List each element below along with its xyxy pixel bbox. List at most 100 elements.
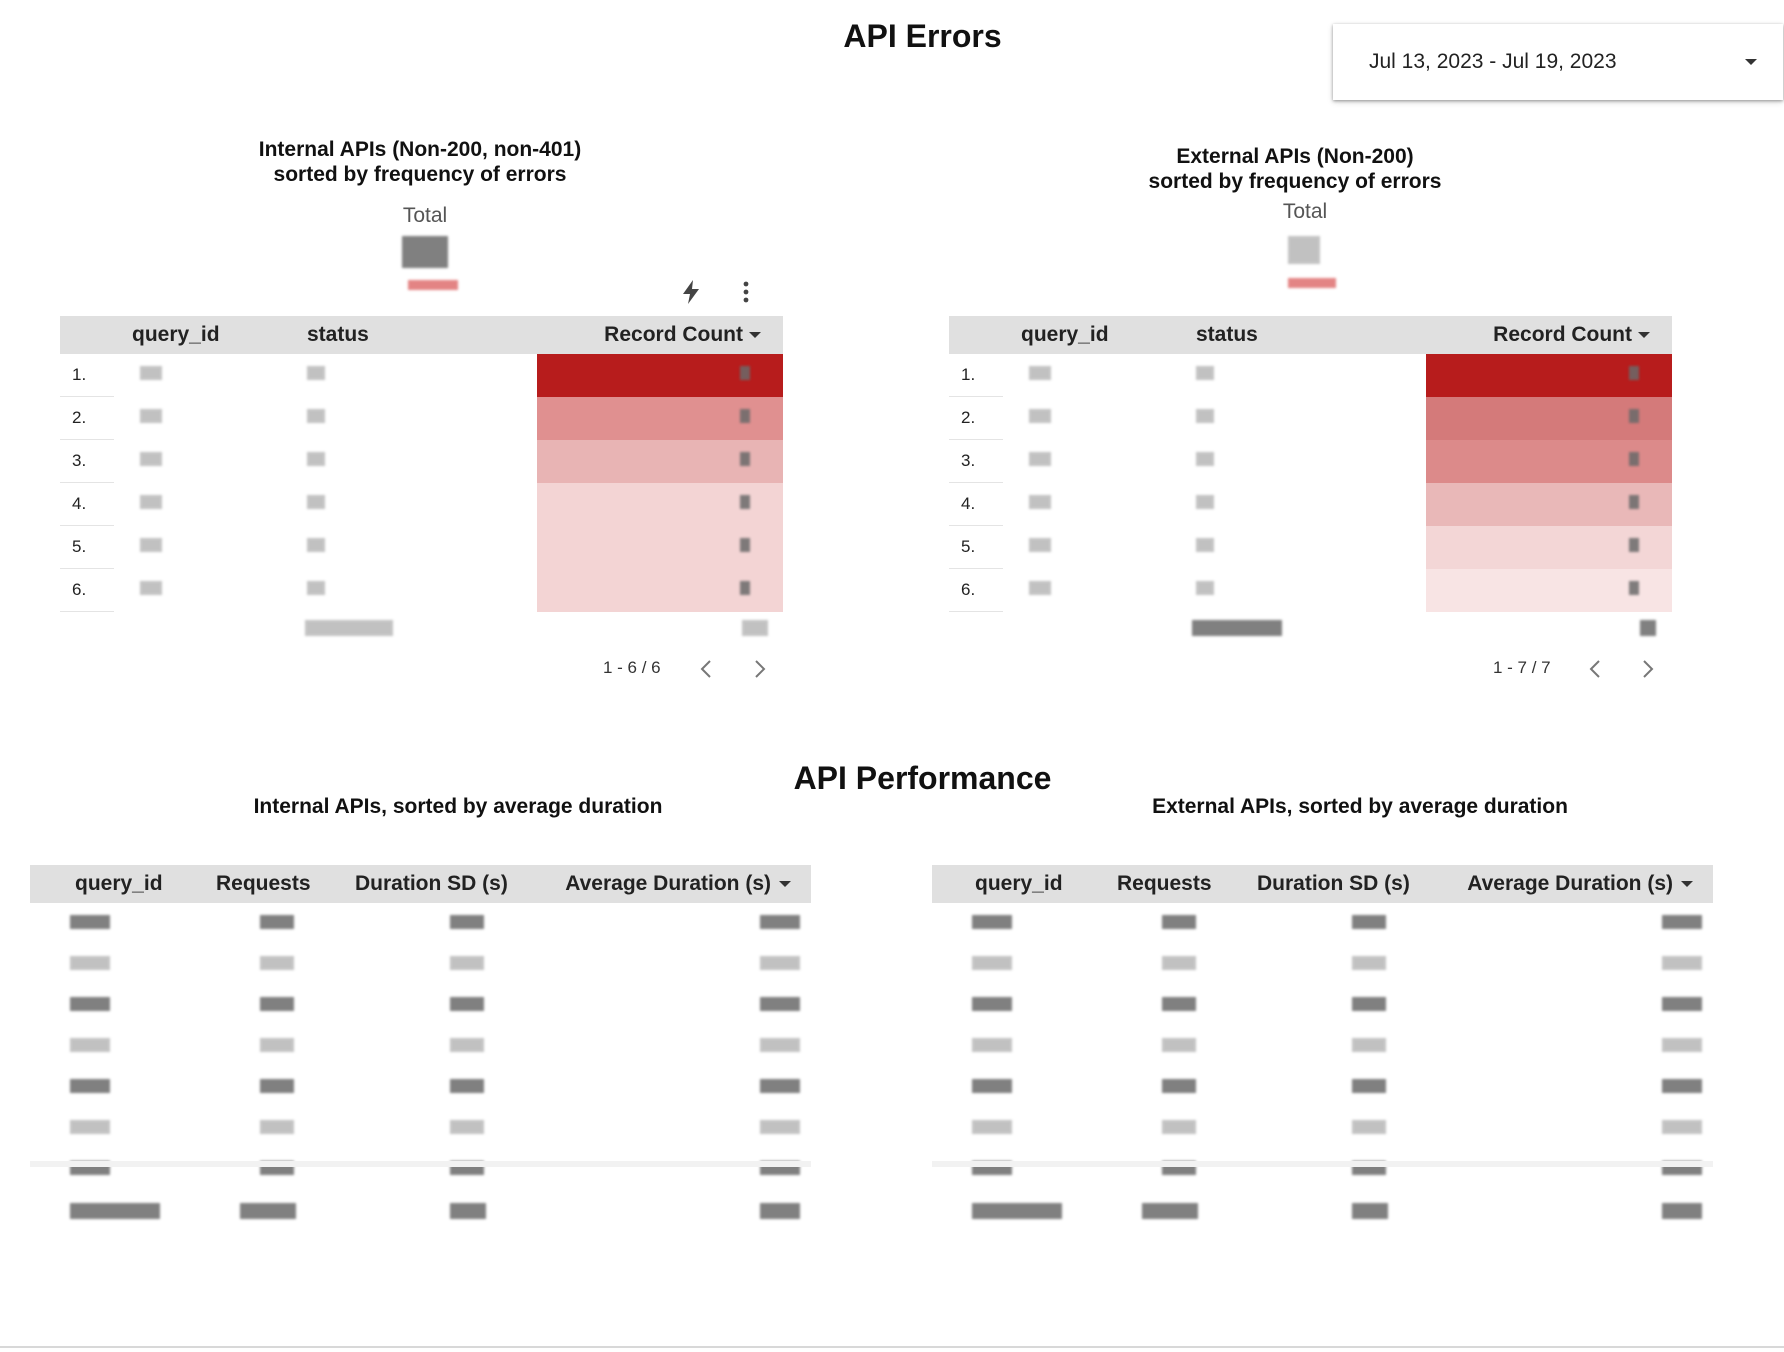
count-value (740, 495, 750, 509)
col-status[interactable]: status (307, 323, 369, 346)
col-record-count[interactable]: Record Count (1493, 323, 1632, 346)
count-value (1629, 409, 1639, 423)
row-divider (949, 525, 1003, 526)
avg-duration-cell (760, 1079, 800, 1093)
col-query-id[interactable]: query_id (132, 323, 220, 346)
chevron-right-icon[interactable] (752, 658, 768, 680)
avg-duration-cell (760, 1120, 800, 1134)
internal-grand-total-value (742, 620, 768, 636)
api-performance-title: API Performance (793, 760, 1052, 796)
col-requests[interactable]: Requests (1117, 872, 1212, 895)
requests-cell (1162, 1038, 1196, 1052)
date-range-picker[interactable]: Jul 13, 2023 - Jul 19, 2023 (1333, 24, 1783, 100)
requests-cell (260, 956, 294, 970)
internal-total-label: Total (402, 204, 448, 227)
external-errors-body: 1. 2. 3. 4. 5. 6. (949, 354, 1672, 612)
lightning-icon[interactable] (678, 278, 704, 306)
external-perf-header: query_id Requests Duration SD (s) Averag… (932, 865, 1713, 903)
count-value (1629, 452, 1639, 466)
count-value (740, 366, 750, 380)
date-range-value: Jul 13, 2023 - Jul 19, 2023 (1369, 50, 1617, 73)
col-duration-sd[interactable]: Duration SD (s) (1257, 872, 1410, 895)
requests-cell (260, 1079, 294, 1093)
query-id-cell (140, 366, 162, 380)
query-id-cell (70, 1038, 110, 1052)
query-id-cell (1029, 452, 1051, 466)
totals-separator (30, 1161, 811, 1167)
totals-cell (1352, 1203, 1388, 1219)
count-value (740, 538, 750, 552)
sort-desc-icon[interactable] (1681, 881, 1693, 887)
query-id-cell (1029, 409, 1051, 423)
row-number: 3. (961, 451, 976, 470)
external-pagination: 1 - 7 / 7 (1493, 658, 1551, 677)
duration-sd-cell (450, 956, 484, 970)
avg-duration-cell (1662, 1120, 1702, 1134)
col-record-count[interactable]: Record Count (604, 323, 743, 346)
count-value (740, 581, 750, 595)
external-perf-body (932, 903, 1713, 1233)
avg-duration-cell (760, 1038, 800, 1052)
requests-cell (1162, 956, 1196, 970)
avg-duration-cell (1662, 997, 1702, 1011)
row-divider (949, 396, 1003, 397)
duration-sd-cell (1352, 915, 1386, 929)
col-average-duration[interactable]: Average Duration (s) (1467, 872, 1673, 895)
totals-cell (1662, 1203, 1702, 1219)
avg-duration-cell (1662, 915, 1702, 929)
duration-sd-cell (1352, 1079, 1386, 1093)
chevron-left-icon[interactable] (698, 658, 714, 680)
chevron-left-icon[interactable] (1587, 658, 1603, 680)
col-query-id[interactable]: query_id (975, 872, 1063, 895)
col-average-duration[interactable]: Average Duration (s) (565, 872, 771, 895)
row-divider (949, 482, 1003, 483)
query-id-cell (1029, 366, 1051, 380)
avg-duration-cell (760, 956, 800, 970)
totals-cell (450, 1203, 486, 1219)
count-value (1629, 495, 1639, 509)
avg-duration-cell (760, 997, 800, 1011)
requests-cell (1162, 1079, 1196, 1093)
status-cell (307, 366, 325, 380)
requests-cell (1162, 1120, 1196, 1134)
sort-desc-icon[interactable] (1638, 332, 1650, 338)
query-id-cell (1029, 581, 1051, 595)
totals-cell (70, 1203, 160, 1219)
chevron-down-icon (1745, 59, 1757, 65)
count-value (740, 409, 750, 423)
sort-desc-icon[interactable] (749, 332, 761, 338)
page-bottom-divider (0, 1346, 1784, 1348)
external-grand-total-label (1192, 620, 1282, 636)
external-errors-title: External APIs (Non-200) sorted by freque… (1148, 145, 1442, 193)
duration-sd-cell (1352, 997, 1386, 1011)
count-value (1629, 581, 1639, 595)
col-duration-sd[interactable]: Duration SD (s) (355, 872, 508, 895)
col-query-id[interactable]: query_id (1021, 323, 1109, 346)
internal-errors-body: 1. 2. 3. 4. 5. 6. (60, 354, 783, 612)
col-query-id[interactable]: query_id (75, 872, 163, 895)
duration-sd-cell (450, 1120, 484, 1134)
query-id-cell (70, 1079, 110, 1093)
internal-total-delta (408, 280, 458, 290)
row-divider (60, 482, 114, 483)
query-id-cell (140, 495, 162, 509)
duration-sd-cell (450, 1038, 484, 1052)
col-requests[interactable]: Requests (216, 872, 311, 895)
query-id-cell (140, 581, 162, 595)
more-vert-icon[interactable] (738, 280, 754, 304)
sort-desc-icon[interactable] (779, 881, 791, 887)
row-number: 2. (961, 408, 976, 427)
row-number: 4. (961, 494, 976, 513)
status-cell (307, 581, 325, 595)
count-value (1629, 538, 1639, 552)
row-divider (60, 439, 114, 440)
duration-sd-cell (450, 1079, 484, 1093)
col-status[interactable]: status (1196, 323, 1258, 346)
query-id-cell (1029, 538, 1051, 552)
avg-duration-cell (760, 915, 800, 929)
chevron-right-icon[interactable] (1640, 658, 1656, 680)
query-id-cell (972, 915, 1012, 929)
query-id-cell (1029, 495, 1051, 509)
internal-perf-title: Internal APIs, sorted by average duratio… (253, 795, 663, 818)
internal-errors-header: query_id status Record Count (60, 316, 783, 354)
